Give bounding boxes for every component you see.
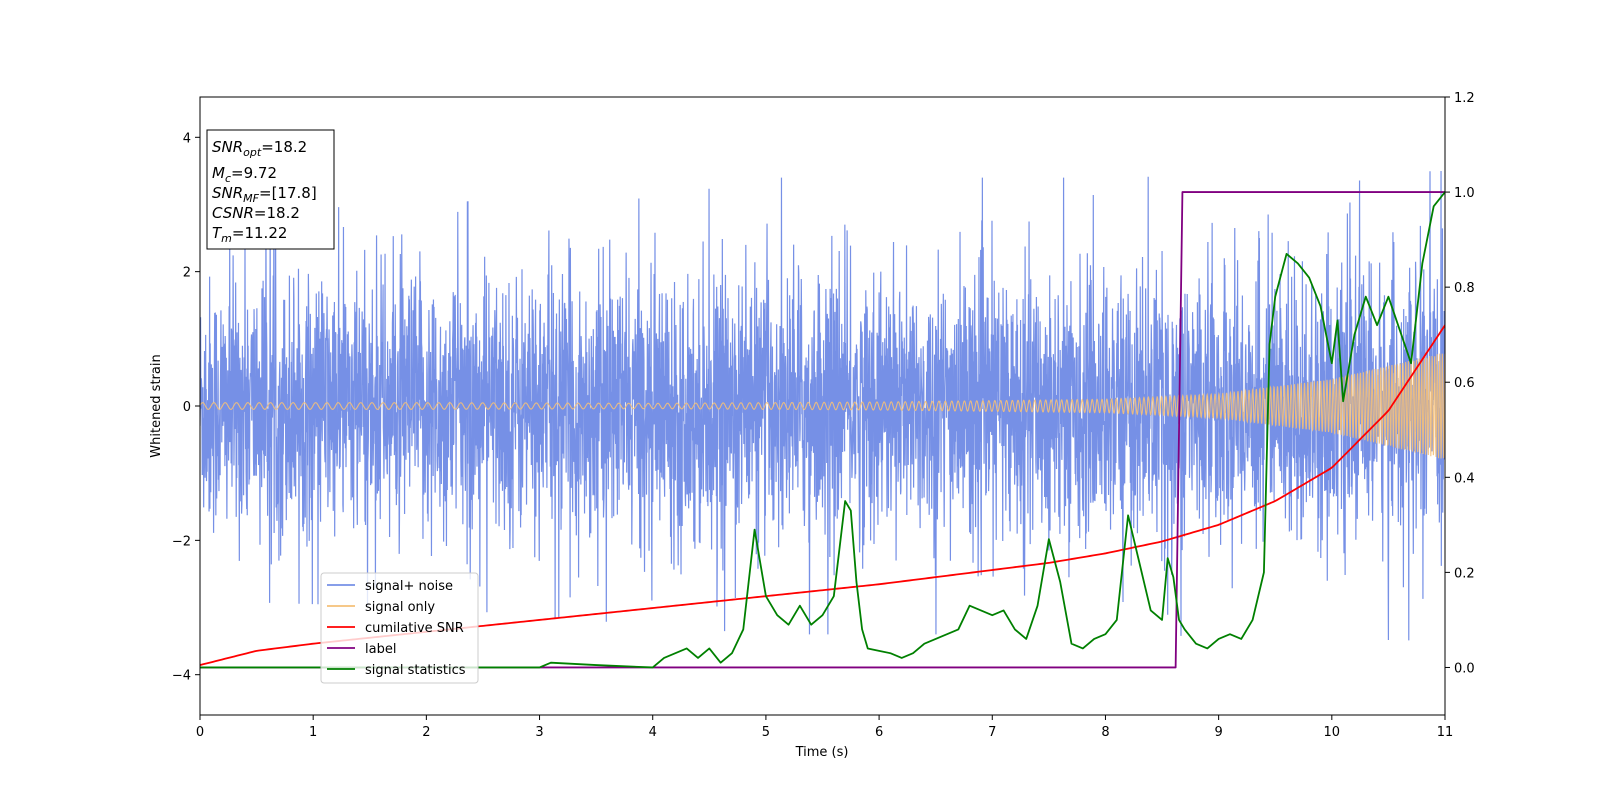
y-axis-label: Whitened strain — [149, 354, 164, 457]
x-tick-label: 8 — [1101, 725, 1109, 740]
x-axis-label: Time (s) — [795, 745, 849, 760]
y2-tick-label: 1.0 — [1454, 186, 1475, 201]
legend-item-signal-noise: signal+ noise — [327, 579, 453, 594]
legend-label: signal+ noise — [365, 579, 453, 594]
axes: 0 1 2 3 4 5 6 7 8 9 10 11 −4 −2 0 2 4 0.0 0.2 0.4 0.6 0.8 1.0 1… — [172, 91, 1475, 740]
x-tick-label: 2 — [422, 725, 430, 740]
series-signal-statistics — [200, 191, 1445, 669]
y2-tick-label: 0.4 — [1454, 471, 1475, 486]
x-tick-label: 9 — [1214, 725, 1222, 740]
annotation-tm: Tm=11.22 — [212, 224, 287, 245]
legend-label: label — [365, 642, 396, 657]
y2-tick-label: 0.0 — [1454, 661, 1475, 676]
x-tick-label: 3 — [535, 725, 543, 740]
y-tick-label: 4 — [183, 131, 191, 146]
stats-annotation-box: SNRopt=18.2 Mc=9.72 SNRMF=[17.8] CSNR=18… — [206, 129, 335, 250]
x-tick-label: 5 — [762, 725, 770, 740]
y-tick-label: 2 — [183, 266, 191, 281]
legend-label: signal statistics — [365, 663, 466, 678]
y2-tick-label: 0.6 — [1454, 376, 1475, 391]
x-tick-label: 4 — [649, 725, 657, 740]
legend-item-label: label — [327, 642, 396, 657]
legend-item-signal-statistics: signal statistics — [327, 663, 466, 678]
legend-label: signal only — [365, 600, 435, 615]
legend: signal+ noise signal only cumilative SNR… — [320, 572, 479, 684]
legend-label: cumilative SNR — [365, 621, 464, 636]
annotation-frame — [206, 129, 335, 250]
annotation-mc: Mc=9.72 — [212, 164, 277, 185]
series-signal-noise — [200, 170, 1445, 641]
x-tick-label: 10 — [1324, 725, 1341, 740]
y2-tick-label: 1.2 — [1454, 91, 1475, 106]
x-tick-label: 7 — [988, 725, 996, 740]
annotation-snr-mf: SNRMF=[17.8] — [212, 184, 317, 205]
series-signal-only — [200, 353, 1445, 459]
legend-item-signal-only: signal only — [327, 600, 435, 615]
legend-item-cumulative-snr: cumilative SNR — [327, 621, 464, 636]
legend-frame — [320, 572, 479, 684]
annotation-snr-opt: SNRopt=18.2 — [212, 138, 307, 159]
y2-tick-label: 0.8 — [1454, 281, 1475, 296]
y-tick-label: 0 — [183, 400, 191, 415]
y-tick-label: −2 — [172, 534, 191, 549]
x-tick-label: 0 — [196, 725, 204, 740]
y-tick-label: −4 — [172, 669, 191, 684]
x-tick-label: 1 — [309, 725, 317, 740]
series-label — [200, 191, 1445, 669]
annotation-csnr: CSNR=18.2 — [212, 204, 300, 222]
x-tick-label: 6 — [875, 725, 883, 740]
x-tick-label: 11 — [1437, 725, 1454, 740]
y2-tick-label: 0.2 — [1454, 566, 1475, 581]
